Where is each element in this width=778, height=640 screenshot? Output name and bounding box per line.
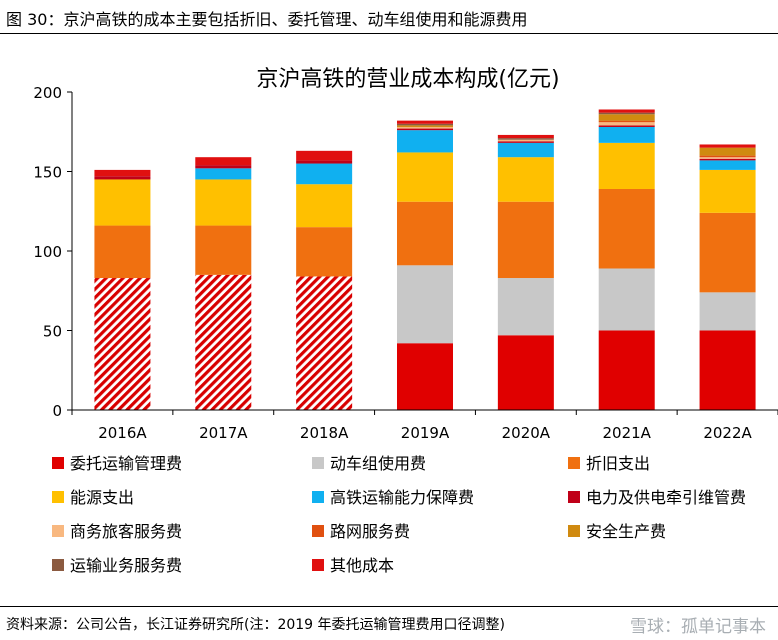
legend-label: 其他成本 bbox=[330, 556, 394, 575]
legend-label: 委托运输管理费 bbox=[70, 454, 182, 473]
bar-segment bbox=[699, 158, 756, 161]
bar-segment bbox=[598, 330, 655, 410]
bar-segment bbox=[296, 184, 353, 228]
bar-segment bbox=[497, 139, 554, 142]
bar-segment bbox=[397, 125, 453, 127]
bar-segment bbox=[699, 292, 756, 331]
bar-segment bbox=[699, 147, 756, 156]
legend-swatch bbox=[52, 525, 64, 537]
legend-swatch bbox=[568, 457, 580, 469]
bar-segment bbox=[497, 142, 554, 158]
legend-swatch bbox=[312, 491, 324, 503]
bar-segment bbox=[598, 112, 655, 115]
x-tick-label: 2018A bbox=[300, 424, 349, 442]
bar-segment bbox=[497, 141, 554, 143]
bar-segment bbox=[598, 109, 655, 113]
top-divider bbox=[0, 33, 778, 34]
bar-segment bbox=[296, 160, 353, 164]
legend-swatch bbox=[568, 525, 580, 537]
bar-segment bbox=[598, 268, 655, 331]
bar-segment bbox=[699, 169, 756, 213]
bar-segment bbox=[397, 120, 453, 124]
bar-segment bbox=[397, 152, 453, 202]
bar-segment bbox=[598, 126, 655, 143]
bar-segment bbox=[195, 274, 252, 410]
bar-segment bbox=[397, 128, 453, 131]
legend-label: 能源支出 bbox=[70, 488, 134, 507]
bar-segment bbox=[94, 179, 151, 226]
bar-segment bbox=[94, 225, 151, 279]
bar-segment bbox=[296, 150, 353, 161]
source-note: 资料来源：公司公告，长江证券研究所(注：2019 年委托运输管理费用口径调整) bbox=[6, 617, 506, 633]
bar-segment bbox=[699, 212, 756, 293]
bar-segment bbox=[195, 179, 252, 226]
bar-segment bbox=[94, 176, 151, 180]
legend-label: 运输业务服务费 bbox=[70, 556, 182, 575]
legend-label: 路网服务费 bbox=[330, 522, 410, 541]
y-tick-label: 100 bbox=[33, 243, 62, 261]
bar-segment bbox=[296, 163, 353, 185]
bar-segment bbox=[397, 130, 453, 153]
x-tick-label: 2020A bbox=[502, 424, 551, 442]
chart-title: 京沪高铁的营业成本构成(亿元) bbox=[256, 67, 559, 92]
legend-swatch bbox=[52, 457, 64, 469]
y-tick-label: 200 bbox=[33, 84, 62, 102]
x-tick-label: 2021A bbox=[602, 424, 651, 442]
legend-label: 电力及供电牵引维管费 bbox=[586, 488, 746, 507]
bar-segment bbox=[598, 122, 655, 126]
bar-segment bbox=[397, 265, 453, 344]
legend-swatch bbox=[52, 559, 64, 571]
bar-segment bbox=[94, 169, 151, 177]
bar-segment bbox=[195, 157, 252, 166]
bar-segment bbox=[497, 138, 554, 140]
bar-segment bbox=[497, 335, 554, 410]
legend-swatch bbox=[568, 491, 580, 503]
x-tick-label: 2017A bbox=[199, 424, 248, 442]
y-tick-label: 50 bbox=[43, 323, 62, 341]
bar-segment bbox=[598, 120, 655, 123]
legend-swatch bbox=[312, 457, 324, 469]
bar-segment bbox=[397, 123, 453, 126]
y-tick-label: 0 bbox=[52, 402, 62, 420]
bar-segment bbox=[699, 144, 756, 148]
bar-segment bbox=[94, 278, 151, 410]
bar-segment bbox=[195, 225, 252, 275]
bar-segment bbox=[195, 168, 252, 180]
y-tick-label: 150 bbox=[33, 164, 62, 182]
figure-caption: 图 30：京沪高铁的成本主要包括折旧、委托管理、动车组使用和能源费用 bbox=[6, 10, 528, 29]
bar-segment bbox=[397, 343, 453, 410]
bar-segment bbox=[598, 114, 655, 121]
legend-swatch bbox=[312, 559, 324, 571]
bar-segment bbox=[598, 142, 655, 189]
bar-segment bbox=[296, 227, 353, 277]
bar-segment bbox=[699, 155, 756, 158]
bar-segment bbox=[195, 165, 252, 169]
legend-swatch bbox=[312, 525, 324, 537]
bar-segment bbox=[296, 276, 353, 410]
legend-swatch bbox=[52, 491, 64, 503]
legend-label: 商务旅客服务费 bbox=[70, 522, 182, 541]
bar-segment bbox=[497, 134, 554, 139]
x-tick-label: 2016A bbox=[98, 424, 147, 442]
bar-segment bbox=[699, 160, 756, 170]
bar-segment bbox=[397, 126, 453, 129]
bar-segment bbox=[497, 278, 554, 336]
watermark: 雪球：孤单记事本 bbox=[630, 617, 766, 637]
legend-label: 高铁运输能力保障费 bbox=[330, 488, 474, 507]
bar-segment bbox=[598, 125, 655, 127]
bar-segment bbox=[397, 201, 453, 266]
bar-segment bbox=[699, 330, 756, 410]
bar-segment bbox=[699, 157, 756, 159]
bar-segment bbox=[497, 201, 554, 279]
legend-label: 折旧支出 bbox=[586, 454, 650, 473]
x-tick-label: 2019A bbox=[401, 424, 450, 442]
legend-label: 安全生产费 bbox=[586, 522, 666, 541]
bottom-divider bbox=[0, 606, 778, 607]
x-tick-label: 2022A bbox=[703, 424, 752, 442]
bar-segment bbox=[497, 157, 554, 202]
legend-label: 动车组使用费 bbox=[330, 454, 426, 473]
bar-segment bbox=[598, 188, 655, 269]
stacked-bar-chart: 京沪高铁的营业成本构成(亿元) 0 50 100 150 200 2016A 2017A 20… bbox=[33, 67, 778, 575]
